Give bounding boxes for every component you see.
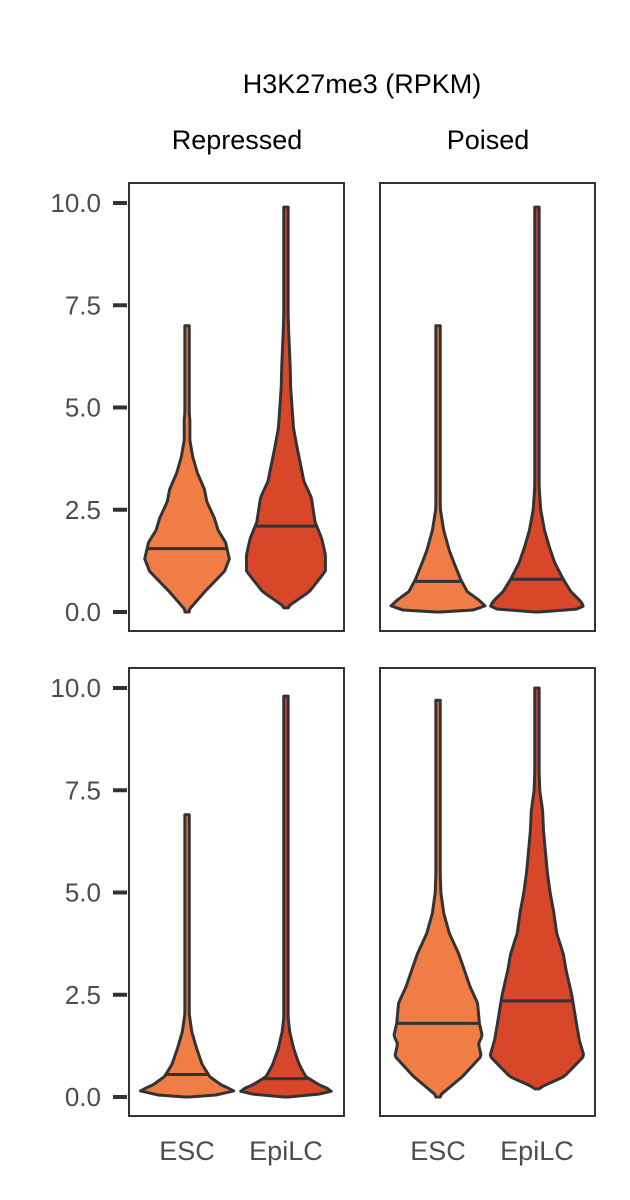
panels: 0.0 2.5 5.0 7.5 10.0 0.0 2.5 5.0 7.5 10.0 ESC EpiLC… bbox=[50, 182, 596, 1166]
x-tick-label: ESC bbox=[410, 1136, 466, 1166]
panel-top-right bbox=[379, 182, 596, 632]
y-tick-label: 0.0 bbox=[65, 1082, 101, 1112]
y-tick-label: 10.0 bbox=[50, 188, 101, 218]
column-title-repressed: Repressed bbox=[172, 125, 303, 155]
column-title-poised: Poised bbox=[447, 125, 530, 155]
violin-esc bbox=[389, 324, 487, 614]
y-tick-label: 5.0 bbox=[65, 878, 101, 908]
y-tick-label: 5.0 bbox=[65, 393, 101, 423]
violin-epilc bbox=[239, 694, 333, 1099]
violin-epilc bbox=[489, 205, 585, 614]
violin-esc bbox=[392, 698, 484, 1099]
violin-esc bbox=[138, 813, 236, 1099]
panel-frame bbox=[128, 182, 345, 632]
figure-title: H3K27me3 (RPKM) bbox=[243, 69, 482, 99]
x-tick-label: ESC bbox=[159, 1136, 215, 1166]
panel-frame bbox=[128, 667, 345, 1117]
y-tick-label: 0.0 bbox=[65, 597, 101, 627]
x-tick-label: EpiLC bbox=[249, 1136, 323, 1166]
violin-esc bbox=[143, 324, 231, 614]
y-tick-label: 7.5 bbox=[65, 775, 101, 805]
y-tick-label: 2.5 bbox=[65, 495, 101, 525]
violin-epilc bbox=[488, 686, 585, 1091]
y-tick-label: 7.5 bbox=[65, 290, 101, 320]
panel-bottom-left: 0.0 2.5 5.0 7.5 10.0 ESC EpiLC bbox=[50, 667, 345, 1166]
y-tick-label: 10.0 bbox=[50, 673, 101, 703]
panel-bottom-right: ESC EpiLC bbox=[379, 667, 596, 1166]
y-tick-label: 2.5 bbox=[65, 980, 101, 1010]
panel-top-left: 0.0 2.5 5.0 7.5 10.0 bbox=[50, 182, 345, 632]
violin-epilc bbox=[244, 205, 327, 610]
panel-frame bbox=[379, 182, 596, 632]
x-tick-label: EpiLC bbox=[500, 1136, 574, 1166]
panel-frame bbox=[379, 667, 596, 1117]
